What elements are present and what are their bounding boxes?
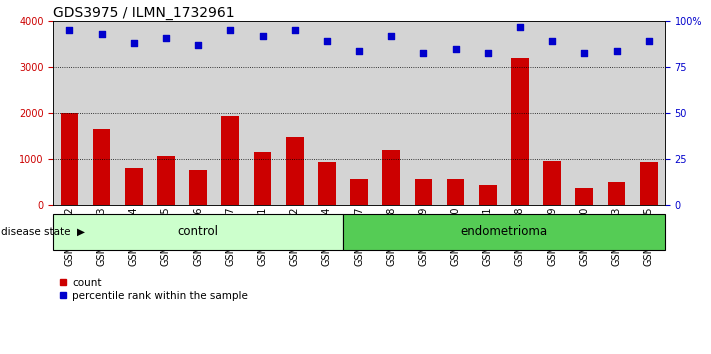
Bar xyxy=(608,182,626,205)
Bar xyxy=(511,58,529,205)
Point xyxy=(514,24,525,30)
Bar xyxy=(536,21,568,205)
Point xyxy=(225,28,236,33)
Point xyxy=(643,39,654,44)
Legend: count, percentile rank within the sample: count, percentile rank within the sample xyxy=(58,278,248,301)
Bar xyxy=(575,188,593,205)
Bar xyxy=(640,161,658,205)
Bar xyxy=(60,113,78,205)
Point xyxy=(385,33,397,39)
Point xyxy=(579,50,590,55)
Point xyxy=(547,39,558,44)
Bar xyxy=(375,21,407,205)
Bar xyxy=(85,21,118,205)
Bar xyxy=(439,21,471,205)
Text: disease state  ▶: disease state ▶ xyxy=(1,227,85,237)
Point xyxy=(160,35,171,41)
Bar xyxy=(318,161,336,205)
Point xyxy=(257,33,268,39)
Text: control: control xyxy=(178,225,219,238)
Bar xyxy=(92,130,110,205)
Bar xyxy=(600,21,633,205)
Bar xyxy=(189,170,207,205)
Bar xyxy=(471,21,504,205)
Bar xyxy=(504,21,536,205)
Text: endometrioma: endometrioma xyxy=(460,225,547,238)
Text: GDS3975 / ILMN_1732961: GDS3975 / ILMN_1732961 xyxy=(53,6,235,20)
Bar xyxy=(543,161,561,205)
Bar xyxy=(157,156,175,205)
Point xyxy=(611,48,622,53)
Bar xyxy=(383,150,400,205)
Point xyxy=(482,50,493,55)
Bar xyxy=(182,21,214,205)
Bar xyxy=(125,167,143,205)
Bar xyxy=(447,179,464,205)
Point xyxy=(128,40,139,46)
Point xyxy=(450,46,461,52)
Bar xyxy=(351,179,368,205)
Point xyxy=(289,28,300,33)
Bar xyxy=(311,21,343,205)
Bar xyxy=(407,21,439,205)
Point xyxy=(193,42,204,48)
Bar xyxy=(633,21,665,205)
Point xyxy=(353,48,365,53)
Bar xyxy=(53,214,343,250)
Point xyxy=(321,39,333,44)
Bar xyxy=(279,21,311,205)
Bar xyxy=(343,21,375,205)
Bar xyxy=(415,179,432,205)
Bar xyxy=(53,21,85,205)
Bar xyxy=(247,21,279,205)
Bar xyxy=(479,185,496,205)
Bar xyxy=(150,21,182,205)
Bar xyxy=(568,21,600,205)
Point xyxy=(64,28,75,33)
Bar xyxy=(221,116,239,205)
Bar xyxy=(214,21,247,205)
Point xyxy=(418,50,429,55)
Bar xyxy=(254,152,272,205)
Point xyxy=(96,31,107,37)
Bar xyxy=(118,21,150,205)
Bar xyxy=(343,214,665,250)
Bar xyxy=(286,137,304,205)
